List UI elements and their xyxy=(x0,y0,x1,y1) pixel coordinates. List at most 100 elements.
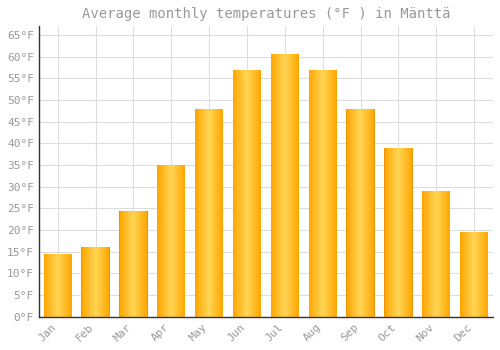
Bar xyxy=(403,148,404,317)
Bar xyxy=(389,148,390,317)
Bar xyxy=(466,232,468,317)
Bar xyxy=(128,211,129,317)
Bar xyxy=(55,254,56,317)
Bar xyxy=(184,165,185,317)
Bar xyxy=(59,254,60,317)
Bar xyxy=(256,70,257,317)
Bar xyxy=(477,232,478,317)
Bar xyxy=(387,148,388,317)
Bar xyxy=(359,108,360,317)
Bar xyxy=(334,70,335,317)
Bar xyxy=(220,108,221,317)
Bar xyxy=(163,165,164,317)
Bar xyxy=(308,70,309,317)
Bar xyxy=(278,55,279,317)
Bar xyxy=(104,247,105,317)
Bar xyxy=(361,108,362,317)
Bar xyxy=(400,148,402,317)
Bar xyxy=(138,211,139,317)
Bar xyxy=(364,108,365,317)
Bar xyxy=(347,108,348,317)
Bar xyxy=(405,148,406,317)
Bar xyxy=(69,254,70,317)
Bar xyxy=(94,247,95,317)
Bar xyxy=(200,108,201,317)
Bar xyxy=(283,55,284,317)
Bar xyxy=(105,247,106,317)
Bar xyxy=(322,70,324,317)
Bar xyxy=(126,211,127,317)
Bar xyxy=(438,191,439,317)
Bar xyxy=(199,108,200,317)
Bar xyxy=(137,211,138,317)
Bar xyxy=(435,191,436,317)
Bar xyxy=(314,70,315,317)
Bar xyxy=(447,191,448,317)
Bar xyxy=(473,232,474,317)
Bar xyxy=(164,165,165,317)
Bar xyxy=(474,232,476,317)
Bar xyxy=(441,191,442,317)
Bar xyxy=(170,165,172,317)
Bar xyxy=(145,211,146,317)
Bar xyxy=(293,55,294,317)
Bar xyxy=(107,247,108,317)
Bar xyxy=(433,191,434,317)
Bar xyxy=(176,165,177,317)
Bar xyxy=(443,191,444,317)
Bar xyxy=(205,108,206,317)
Bar xyxy=(483,232,484,317)
Bar xyxy=(324,70,325,317)
Bar xyxy=(396,148,398,317)
Bar xyxy=(204,108,205,317)
Bar xyxy=(83,247,84,317)
Bar xyxy=(255,70,256,317)
Bar xyxy=(429,191,430,317)
Bar xyxy=(484,232,485,317)
Bar xyxy=(270,55,271,317)
Bar xyxy=(480,232,481,317)
Bar xyxy=(367,108,368,317)
Bar xyxy=(244,70,246,317)
Bar xyxy=(216,108,217,317)
Bar xyxy=(63,254,64,317)
Bar xyxy=(64,254,65,317)
Bar xyxy=(195,108,196,317)
Bar xyxy=(167,165,168,317)
Bar xyxy=(160,165,161,317)
Bar xyxy=(332,70,333,317)
Bar xyxy=(437,191,438,317)
Bar xyxy=(463,232,464,317)
Bar xyxy=(426,191,427,317)
Bar xyxy=(442,191,443,317)
Bar xyxy=(279,55,280,317)
Bar xyxy=(350,108,351,317)
Bar xyxy=(360,108,361,317)
Bar xyxy=(296,55,297,317)
Bar xyxy=(346,108,347,317)
Bar xyxy=(139,211,140,317)
Bar xyxy=(100,247,102,317)
Bar xyxy=(321,70,322,317)
Bar xyxy=(409,148,410,317)
Bar xyxy=(165,165,166,317)
Bar xyxy=(56,254,57,317)
Bar xyxy=(142,211,143,317)
Bar xyxy=(486,232,487,317)
Bar xyxy=(448,191,449,317)
Bar xyxy=(49,254,50,317)
Bar xyxy=(235,70,236,317)
Bar xyxy=(394,148,395,317)
Bar xyxy=(384,148,385,317)
Bar xyxy=(178,165,179,317)
Bar xyxy=(106,247,107,317)
Bar xyxy=(140,211,141,317)
Bar xyxy=(434,191,435,317)
Bar xyxy=(119,211,120,317)
Bar xyxy=(373,108,374,317)
Bar xyxy=(479,232,480,317)
Bar xyxy=(87,247,88,317)
Bar xyxy=(320,70,321,317)
Bar xyxy=(428,191,429,317)
Bar xyxy=(125,211,126,317)
